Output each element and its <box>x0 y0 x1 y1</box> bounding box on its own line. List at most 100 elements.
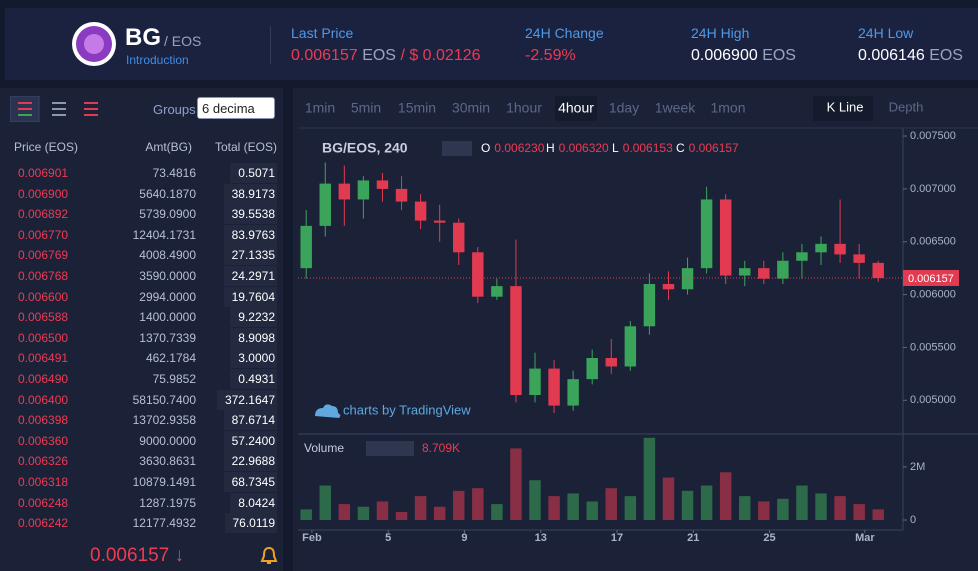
ask-total: 372.1647 <box>216 389 277 410</box>
candle-body <box>586 358 598 380</box>
legend-buttons[interactable] <box>442 141 472 156</box>
ask-amount: 13702.9358 <box>132 413 196 428</box>
interval[interactable]: 5min <box>351 100 381 116</box>
view-tab: Depth <box>889 99 924 114</box>
volume-bar <box>681 490 694 520</box>
ohlc-key: O <box>481 141 490 155</box>
ohlc-key: L <box>612 141 619 155</box>
volume-bar <box>586 501 598 520</box>
interval[interactable]: 1week <box>655 100 696 116</box>
volume-bar <box>643 437 656 520</box>
x-tick-label: 9 <box>461 532 467 544</box>
ask-total: 24.2971 <box>223 266 277 286</box>
candle-body <box>300 225 312 269</box>
ask-total: 39.5538 <box>223 204 277 225</box>
ask-total: 87.6714 <box>223 410 277 431</box>
interval[interactable]: 4hour <box>558 100 594 116</box>
bell-icon[interactable] <box>260 546 278 566</box>
stat-label: 24H Low <box>858 25 914 41</box>
volume-bar <box>567 493 579 520</box>
book-last-price: 0.006157 ↓ <box>90 545 184 567</box>
candle-body <box>624 326 637 367</box>
view-button-bg <box>813 96 873 121</box>
ask-price: 0.006400 <box>18 392 69 407</box>
candle-body <box>338 183 351 200</box>
col-header: Total (EOS) <box>214 140 277 154</box>
volume-bar <box>491 504 503 520</box>
interval[interactable]: 1mon <box>710 100 745 116</box>
ask-price: 0.006398 <box>18 413 69 428</box>
ask-total: 76.0119 <box>224 513 277 534</box>
y-tick-label: 0.006500 <box>910 236 956 248</box>
y-tick-label: 0.006000 <box>910 288 956 300</box>
candle-body <box>872 262 884 278</box>
groups-value: 6 decima <box>202 101 255 116</box>
candle-body <box>510 286 522 396</box>
volume-tick-label: 2M <box>910 461 925 473</box>
candle-body <box>815 243 827 253</box>
ohlc-legend: O 0.006230 H 0.006320 L 0.006153 C 0.006157 <box>481 141 739 155</box>
ask-amount: 12177.4932 <box>132 516 196 531</box>
stat-value: 0.006157 EOS / $ 0.02126 <box>291 47 481 65</box>
ask-price: 0.006360 <box>18 433 69 448</box>
low: 0.006146 <box>858 47 925 64</box>
view-tab: K Line <box>827 99 864 114</box>
volume-bar <box>453 490 465 520</box>
x-tick-label: Feb <box>302 532 322 544</box>
y-tick-label: 0.005000 <box>910 394 956 406</box>
ask-total: 57.2400 <box>223 430 277 451</box>
volume-bar <box>872 509 884 520</box>
x-tick-label: 13 <box>535 532 547 544</box>
ask-total: 19.7604 <box>223 286 277 307</box>
ask-total: 0.4931 <box>230 369 277 389</box>
active-interval-bg <box>555 96 597 121</box>
candle-body <box>357 180 370 200</box>
interval[interactable]: 1day <box>609 100 639 116</box>
ohlc-key: H <box>546 141 555 155</box>
candle-body <box>319 183 331 226</box>
ask-price: 0.006600 <box>18 289 69 304</box>
ask-amount: 10879.1491 <box>132 475 196 489</box>
ask-amount: 1400.0000 <box>139 310 196 325</box>
interval[interactable]: 1min <box>305 100 335 116</box>
volume-bar <box>796 485 808 520</box>
ask-total: 38.9173 <box>223 183 277 204</box>
volume-bar <box>472 488 484 520</box>
interval[interactable]: 1hour <box>506 100 542 116</box>
interval[interactable]: 15min <box>398 100 436 116</box>
volume-bar <box>319 485 331 520</box>
ask-amount: 5739.0900 <box>139 207 196 222</box>
last-price-box <box>903 269 959 286</box>
candle-body <box>605 358 617 367</box>
ask-amount: 12404.1731 <box>132 227 196 242</box>
candle-body <box>700 199 713 269</box>
groups-label: Groups <box>153 102 196 117</box>
candle-body <box>472 252 484 297</box>
ask-price: 0.006768 <box>18 269 69 283</box>
candle-body <box>834 243 846 255</box>
ask-total: 8.9098 <box>230 327 277 348</box>
volume-buttons[interactable] <box>366 441 414 456</box>
ask-total: 27.1335 <box>223 245 277 266</box>
volume-bar <box>548 496 560 520</box>
divider <box>270 26 271 64</box>
chart-title: BG/EOS, 240 <box>322 140 408 156</box>
volume-title: Volume <box>304 441 344 455</box>
candle-body <box>681 268 694 290</box>
view-icons[interactable] <box>10 96 110 122</box>
ask-amount: 3630.8631 <box>139 454 196 469</box>
order-book: Groups 6 decima Price (EOS) Amt(BG) Tota… <box>0 88 283 571</box>
candle-body <box>453 222 465 253</box>
volume-bar <box>338 504 351 520</box>
interval[interactable]: 30min <box>452 100 490 116</box>
volume-bar <box>662 477 675 520</box>
groups-select[interactable]: 6 decima <box>197 97 275 119</box>
x-tick-label: 25 <box>763 532 775 544</box>
ask-amount: 3590.0000 <box>139 269 196 283</box>
ask-price: 0.006770 <box>18 227 69 242</box>
intro-link[interactable]: Introduction <box>126 53 189 67</box>
volume-bar <box>739 496 751 520</box>
unit: EOS <box>362 47 396 64</box>
ohlc-value: 0.006157 <box>689 141 739 155</box>
